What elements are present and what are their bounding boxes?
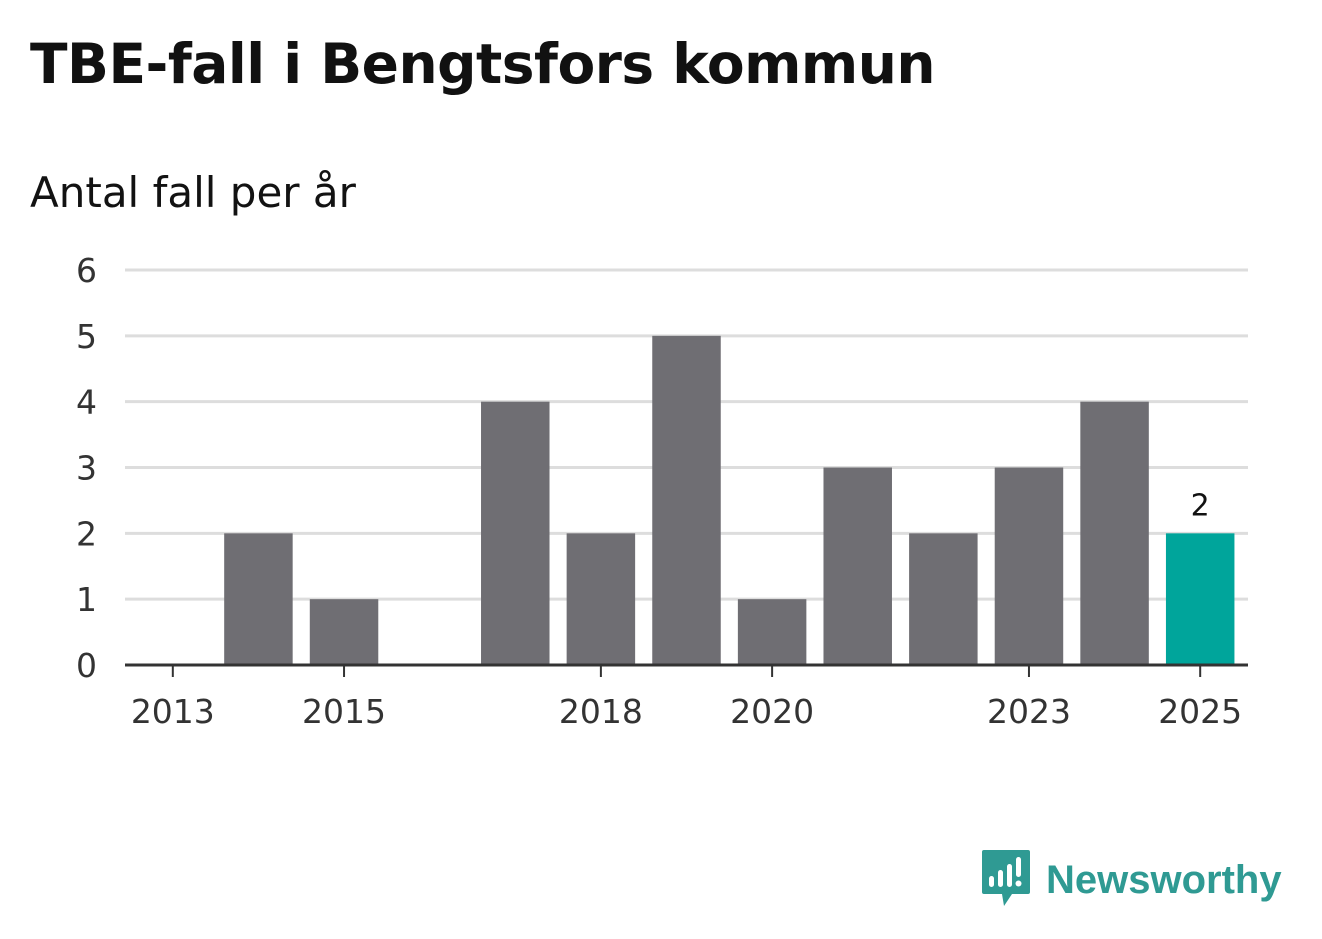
x-tick-label: 2013: [131, 692, 215, 731]
bar-2025: [1165, 533, 1235, 665]
data-label: 2: [1191, 488, 1210, 523]
brand-name: Newsworthy: [1046, 857, 1282, 902]
bar-2021: [823, 467, 892, 665]
x-tick-label: 2025: [1158, 692, 1242, 731]
y-tick-label: 2: [76, 514, 97, 553]
newsworthy-logo-icon: [982, 850, 1030, 906]
x-tick-label: 2020: [730, 692, 814, 731]
chart-subtitle: Antal fall per år: [30, 168, 356, 217]
y-tick-label: 1: [76, 580, 97, 619]
x-tick-label: 2018: [559, 692, 643, 731]
y-tick-label: 4: [76, 383, 97, 422]
bar-2015: [309, 599, 379, 665]
y-tick-label: 3: [76, 449, 97, 488]
x-tick-label: 2015: [302, 692, 386, 731]
newsworthy-brand: Newsworthy: [980, 848, 1282, 912]
bar-2024: [1080, 401, 1149, 665]
bar-2014: [224, 533, 293, 665]
y-tick-label: 6: [76, 251, 97, 290]
bar-2019: [652, 335, 721, 665]
y-tick-label: 0: [76, 646, 97, 685]
bar-2023: [994, 467, 1064, 665]
chart-title: TBE-fall i Bengtsfors kommun: [30, 32, 936, 96]
bar-2020: [737, 599, 807, 665]
bar-2017: [481, 401, 550, 665]
bar-2018: [566, 533, 636, 665]
y-tick-label: 5: [76, 317, 97, 356]
bar-2022: [909, 533, 978, 665]
x-tick-label: 2023: [987, 692, 1071, 731]
